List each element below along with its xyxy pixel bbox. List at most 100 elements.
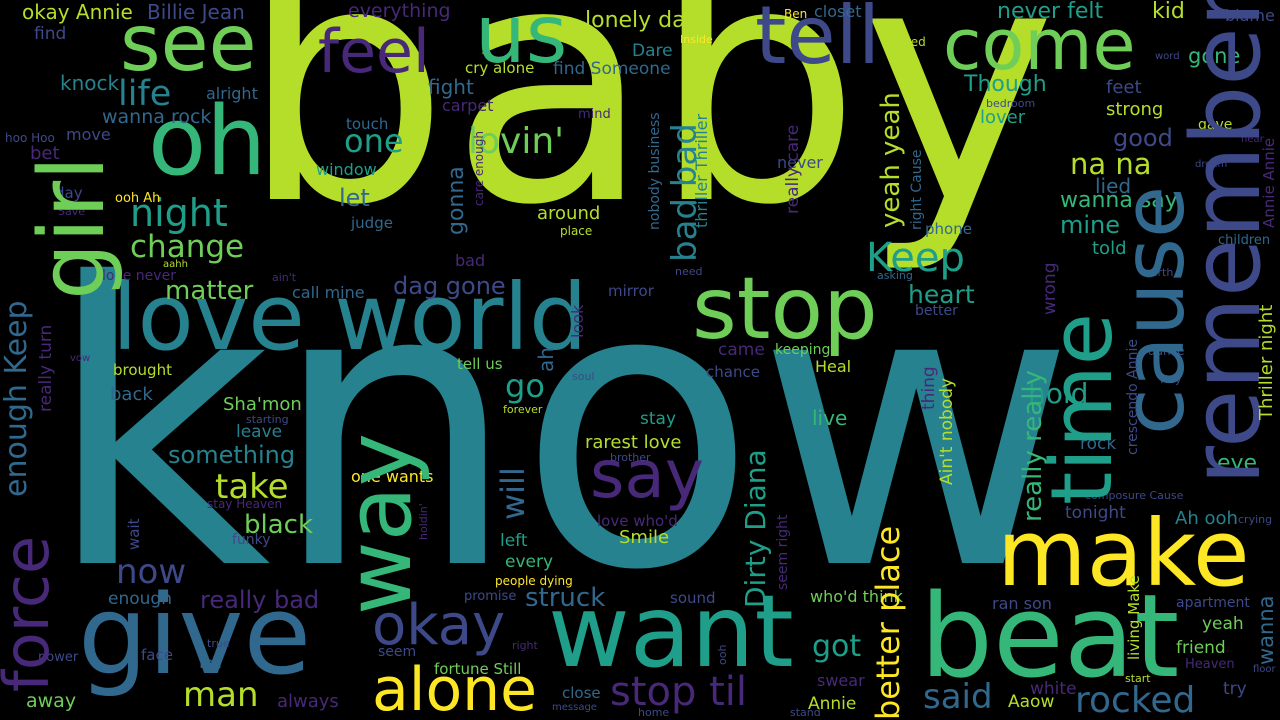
word-promise: promise <box>464 589 517 604</box>
word-yeah: yeah <box>1202 614 1244 634</box>
word-bedroom: bedroom <box>986 97 1036 110</box>
word-power: power <box>38 650 79 665</box>
word-phone: phone <box>925 220 972 238</box>
word-look: look <box>568 304 587 338</box>
word-see: see <box>120 0 257 89</box>
word-friend: friend <box>1176 638 1226 658</box>
word-day: day <box>55 184 83 202</box>
word-heaven: Heaven <box>1185 657 1235 672</box>
word-ran-son: ran son <box>992 594 1052 613</box>
word-better: better <box>915 303 958 319</box>
word-say: say <box>590 436 704 513</box>
word-something: something <box>168 441 296 469</box>
word-lover: lover <box>980 107 1026 128</box>
word-kid: kid <box>1152 0 1185 24</box>
word-back: back <box>110 384 153 405</box>
word-man: man <box>183 675 259 715</box>
word-move: move <box>66 125 111 144</box>
word-yeah-yeah: yeah yeah <box>876 92 906 228</box>
word-window: window <box>316 160 377 179</box>
word-aaow: Aaow <box>1008 692 1055 712</box>
word-matter: matter <box>165 276 254 306</box>
word-night: night <box>130 191 228 235</box>
word-whod-think: who'd think <box>810 587 903 606</box>
word-us: us <box>475 0 568 81</box>
word-said: said <box>923 677 993 717</box>
word-told: told <box>1092 238 1127 259</box>
word-living-make: living Make <box>1125 575 1143 660</box>
word-chance: chance <box>706 363 760 381</box>
word-vow: vow <box>70 353 91 364</box>
word-really-really: really really <box>1018 369 1048 522</box>
word-seem-right: seem right <box>775 514 791 590</box>
word-never-felt: never felt <box>997 0 1104 24</box>
word-message: message <box>552 702 597 713</box>
word-go: go <box>505 367 545 405</box>
word-try: try <box>1223 679 1247 699</box>
word-brought: brought <box>113 361 172 379</box>
word-love-whod: love who'd <box>597 512 678 530</box>
word-dance: dance <box>1148 344 1185 358</box>
word-always: always <box>277 691 339 712</box>
word-judge: judge <box>351 214 393 232</box>
word-stay: stay <box>640 409 677 429</box>
word-really-turn: really turn <box>36 324 56 412</box>
word-really-bad: really bad <box>200 586 320 614</box>
word-fell: fell <box>199 654 222 672</box>
word-floor: floor <box>1253 664 1276 675</box>
word-lovin: lovin' <box>468 121 565 162</box>
word-wanna-say: wanna say <box>1060 188 1178 213</box>
word-thriller-night: Thriller night <box>1256 304 1277 420</box>
word-tired: tired <box>898 35 926 49</box>
word-everything: everything <box>348 0 451 22</box>
word-gone: gone <box>1188 44 1241 68</box>
word-wanna: wanna <box>1254 595 1278 665</box>
word-fight: fight <box>428 75 474 99</box>
word-okay: okay <box>372 593 506 658</box>
word-tell: tell <box>755 0 881 82</box>
word-enough: enough <box>108 589 172 609</box>
word-dag-gone: dag gone <box>393 272 506 300</box>
word-feet: feet <box>1106 77 1142 98</box>
word-wrong: wrong <box>1040 262 1060 316</box>
word-sound: sound <box>670 589 716 607</box>
word-mine: mine <box>1060 211 1121 239</box>
word-one-wants: one wants <box>351 467 434 486</box>
word-apartment: apartment <box>1176 595 1250 611</box>
word-tell-us: tell us <box>457 355 503 373</box>
word-girl: girl <box>20 155 125 300</box>
word-touch: touch <box>346 115 389 133</box>
word-okay-annie: okay Annie <box>22 0 133 24</box>
word-seem: seem <box>378 644 417 660</box>
word-eye: eye <box>1217 451 1258 476</box>
word-beat: beat <box>920 570 1180 704</box>
word-left: left <box>500 531 528 551</box>
word-find-someone: find Someone <box>553 59 671 79</box>
word-let: let <box>339 184 370 212</box>
word-ooh-ah: ooh Ah <box>115 191 161 206</box>
word-stop-til: stop til <box>610 669 748 715</box>
word-come: come <box>943 4 1136 86</box>
word-care-enough: care enough <box>472 131 486 206</box>
word-struck: struck <box>525 583 606 613</box>
word-right: right <box>512 639 538 652</box>
word-ben: Ben <box>784 7 808 21</box>
word-bad: bad <box>455 251 486 270</box>
word-will: will <box>494 467 532 520</box>
word-lied: lied <box>1095 174 1132 198</box>
word-true: true <box>207 637 230 650</box>
word-way: way <box>327 432 432 615</box>
word-swear: swear <box>817 671 865 690</box>
word-ah: ah <box>534 347 558 372</box>
word-people-dying: people dying <box>495 574 573 588</box>
word-annie-annie: Annie Annie <box>1260 137 1278 228</box>
word-wait: wait <box>125 518 143 550</box>
word-place: place <box>560 224 593 238</box>
word-gave: gave <box>1198 117 1233 133</box>
word-love-world: love world <box>112 264 588 371</box>
word-inside: Inside <box>680 33 713 46</box>
word-nobody-business: nobody business <box>647 112 663 230</box>
word-gonna: gonna <box>444 166 469 235</box>
word-close: close <box>562 684 601 702</box>
